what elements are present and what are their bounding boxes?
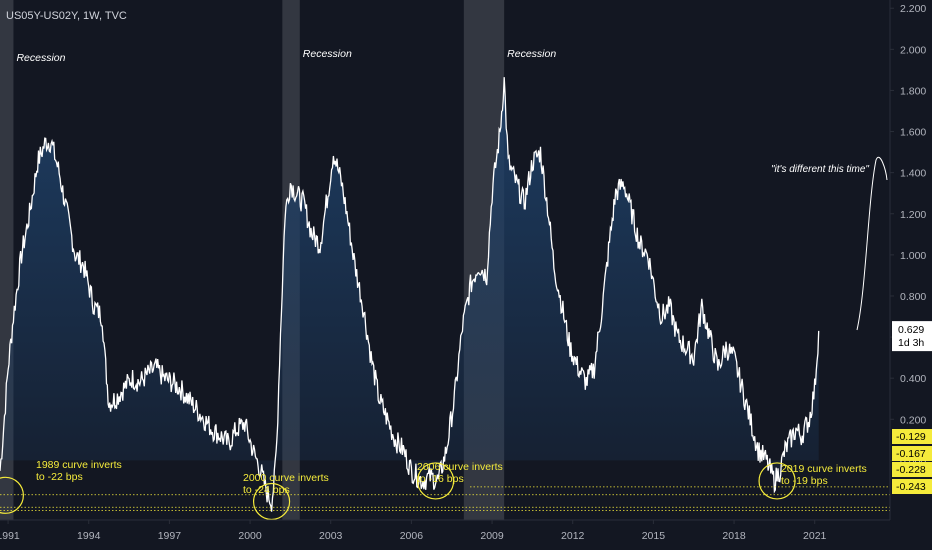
- y-tick-label: 2.200: [900, 3, 926, 15]
- chart-title[interactable]: US05Y-US02Y, 1W, TVC: [6, 10, 127, 22]
- quote-annotation: "it's different this time": [771, 164, 869, 175]
- inversion-note: to -16 bps: [417, 473, 464, 485]
- inversion-note: 2019 curve inverts: [781, 463, 867, 475]
- y-tick-label: 1.200: [900, 209, 926, 221]
- price-level-badge[interactable]: -0.228: [892, 462, 932, 477]
- y-tick-label: 1.600: [900, 127, 926, 139]
- y-tick-label: 0.400: [900, 373, 926, 385]
- recession-label: Recession: [303, 48, 352, 60]
- inversion-circle: [416, 462, 455, 500]
- price-level-badge[interactable]: -0.167: [892, 446, 932, 461]
- y-tick-label: 0.800: [900, 291, 926, 303]
- y-tick-label: 0.200: [900, 414, 926, 426]
- x-tick-label: 2003: [319, 530, 343, 542]
- upward-arrow-curve: [856, 157, 888, 331]
- svg-text:-0.243: -0.243: [896, 481, 926, 493]
- x-tick-label: 2012: [561, 530, 585, 542]
- x-tick-label: 2006: [400, 530, 424, 542]
- svg-text:0.629: 0.629: [898, 324, 924, 336]
- recession-label: Recession: [16, 52, 65, 64]
- x-tick-label: 2015: [642, 530, 666, 542]
- y-tick-label: 1.400: [900, 168, 926, 180]
- series-layer: [0, 77, 820, 512]
- price-level-badge[interactable]: -0.243: [892, 479, 932, 494]
- y-tick-label: 2.000: [900, 44, 926, 56]
- inversion-note: 1989 curve inverts: [36, 459, 122, 471]
- inversion-note: to -19 bps: [781, 475, 828, 487]
- y-tick-label: 1.800: [900, 85, 926, 97]
- svg-text:-0.167: -0.167: [896, 448, 926, 460]
- inversion-note: to -24 bps: [243, 484, 290, 496]
- y-tick-label: 1.000: [900, 250, 926, 262]
- series-line: [0, 77, 820, 512]
- price-level-badge[interactable]: -0.129: [892, 429, 932, 444]
- recession-label: Recession: [507, 48, 556, 60]
- x-axis-ticks[interactable]: 1991 1994 1997 2000 2003 2006 2009 2012 2015 2018…: [0, 520, 827, 542]
- svg-text:-0.228: -0.228: [896, 464, 926, 476]
- inversion-circle: [758, 462, 796, 500]
- x-tick-label: 1997: [158, 530, 182, 542]
- x-tick-label: 2000: [238, 530, 262, 542]
- series-area-fill: [0, 77, 819, 512]
- x-tick-label: 2009: [480, 530, 504, 542]
- x-tick-label: 1991: [0, 530, 20, 542]
- svg-text:-0.129: -0.129: [896, 431, 926, 443]
- price-level-lines: [0, 486, 890, 511]
- inversion-note: to -22 bps: [36, 471, 83, 483]
- inversion-note: 2006 curve inverts: [417, 461, 503, 473]
- inversion-circle: [0, 476, 24, 514]
- x-tick-label: 2018: [722, 530, 746, 542]
- svg-text:1d 3h: 1d 3h: [898, 337, 924, 349]
- inversion-note: 2000 curve inverts: [243, 472, 329, 484]
- x-tick-label: 2021: [803, 530, 827, 542]
- x-tick-label: 1994: [77, 530, 101, 542]
